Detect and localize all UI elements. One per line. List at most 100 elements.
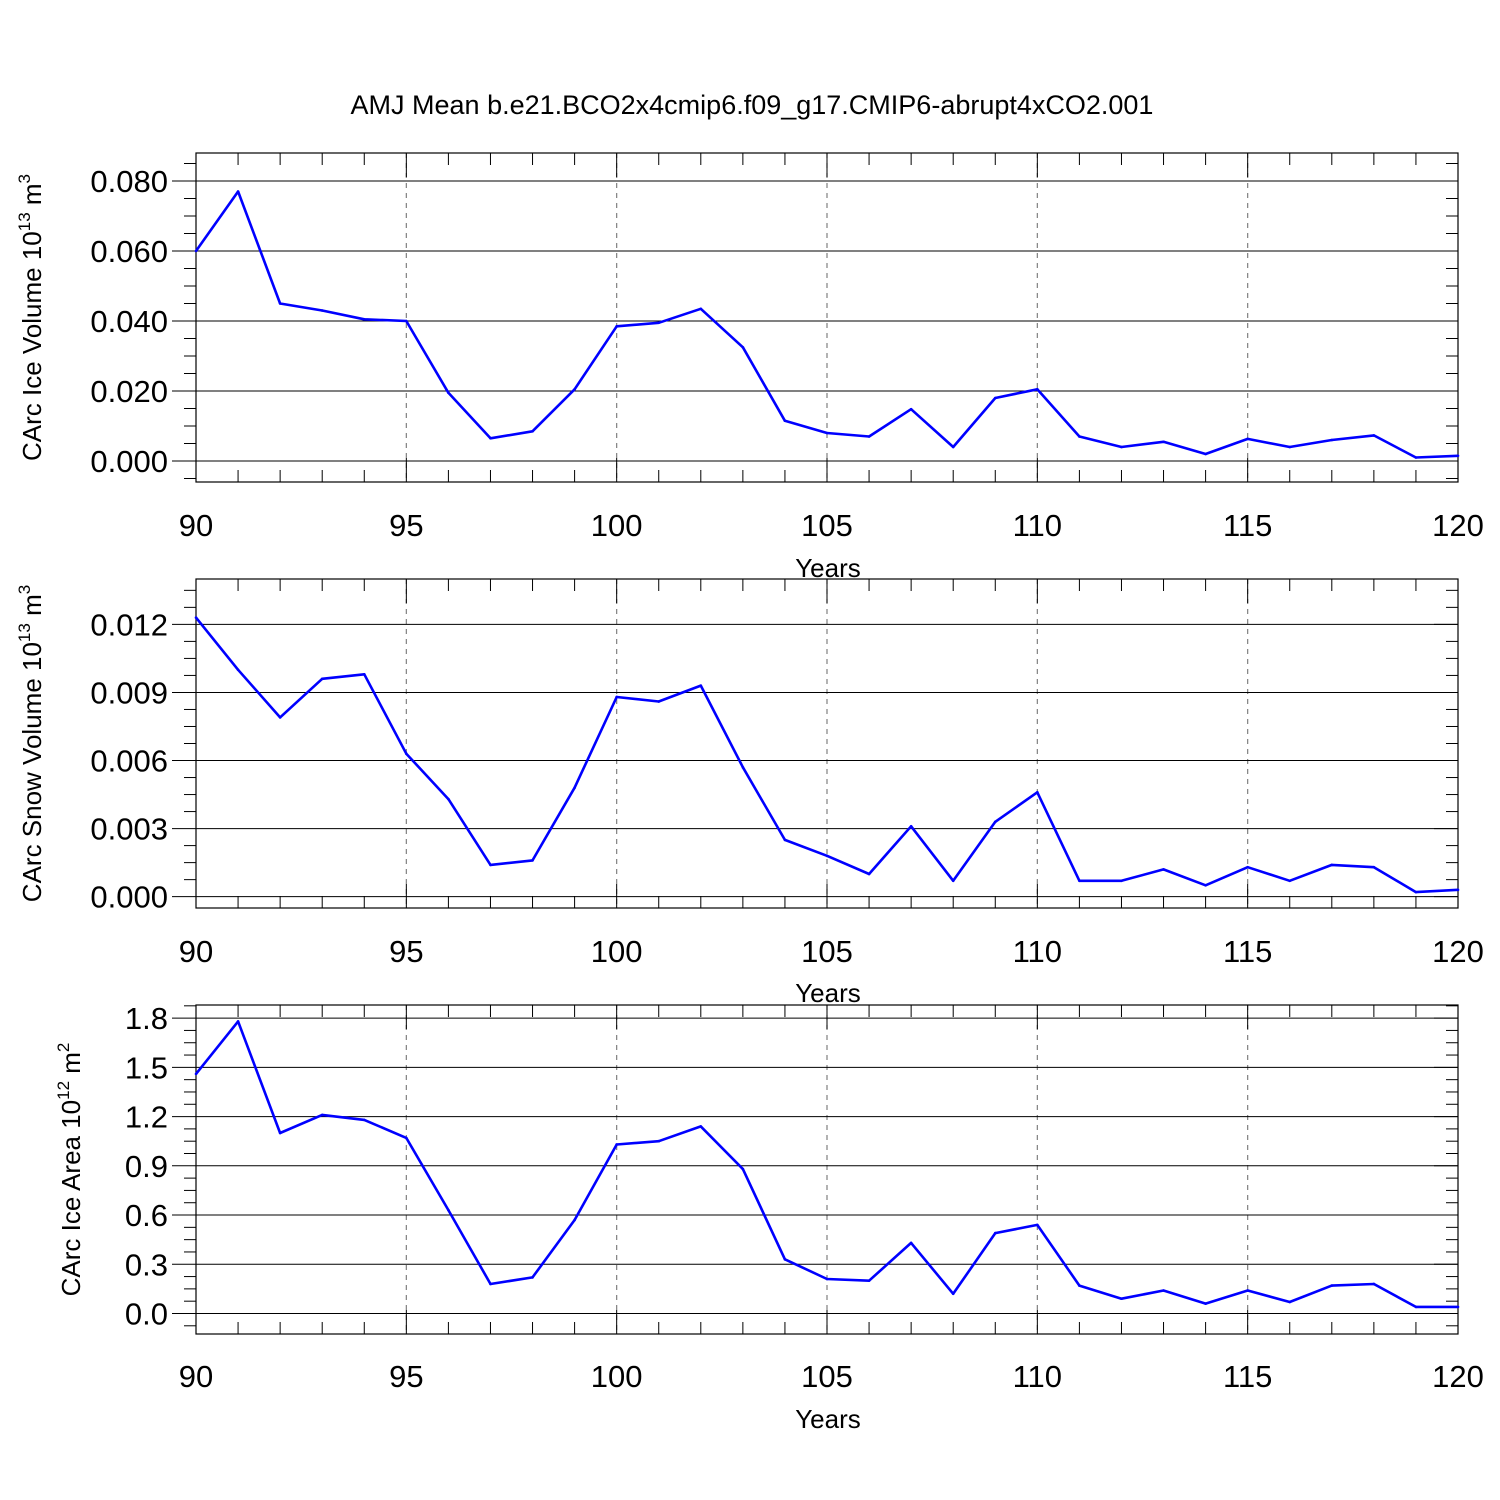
- data-point: [1120, 879, 1123, 883]
- data-point: [657, 1139, 661, 1143]
- y-tick-label: 1.2: [125, 1100, 168, 1135]
- data-point: [951, 879, 955, 883]
- data-point: [194, 249, 198, 253]
- data-point: [1120, 445, 1123, 449]
- data-point: [1372, 1282, 1376, 1286]
- data-point: [1330, 1284, 1334, 1287]
- y-axis-label: CArc Snow Volume 1013 m3: [15, 585, 47, 902]
- data-point: [1330, 438, 1334, 442]
- data-point: [867, 435, 871, 438]
- y-tick-label: 0.040: [90, 304, 168, 339]
- data-point: [531, 859, 534, 862]
- y-tick-label: 0.009: [90, 675, 168, 710]
- data-point: [615, 324, 618, 328]
- data-point: [615, 695, 618, 699]
- data-point: [1414, 1305, 1418, 1309]
- data-point: [909, 1241, 913, 1245]
- x-axis-label: Years: [795, 1404, 861, 1434]
- data-point: [405, 319, 408, 323]
- data-point: [1078, 435, 1081, 438]
- data-point: [489, 863, 492, 867]
- data-point: [320, 309, 324, 312]
- x-tick-label: 120: [1432, 934, 1484, 969]
- y-tick-label: 0.060: [90, 234, 168, 269]
- data-point: [1120, 1297, 1123, 1301]
- panel-2: 0.000 0.003 0.006 0.009 0.012 90 95 100 105 110 11…: [15, 578, 1484, 1008]
- data-point: [362, 317, 366, 321]
- y-tick-label: 0.000: [90, 880, 168, 915]
- y-axis-label: CArc Ice Volume 1013 m3: [15, 174, 47, 461]
- data-point: [1246, 437, 1249, 441]
- data-point: [699, 684, 703, 687]
- data-point: [1204, 1302, 1207, 1305]
- data-point: [1162, 440, 1165, 444]
- x-tick-label: 110: [1013, 934, 1062, 969]
- x-tick-label: 105: [801, 508, 853, 543]
- data-point: [951, 1292, 955, 1296]
- data-point: [1246, 865, 1249, 869]
- data-point: [320, 677, 324, 681]
- data-point: [278, 716, 282, 719]
- data-point: [1204, 884, 1207, 887]
- data-point: [783, 419, 787, 423]
- x-tick-label: 120: [1432, 508, 1484, 543]
- y-tick-label: 0.000: [90, 444, 168, 479]
- data-point: [615, 1143, 618, 1146]
- x-axis-label: Years: [795, 978, 861, 1008]
- y-tick-label: 1.5: [125, 1050, 168, 1085]
- x-tick-label: 95: [389, 934, 423, 969]
- data-point: [657, 321, 661, 325]
- data-point: [741, 1167, 745, 1171]
- x-tick-label: 115: [1223, 508, 1272, 543]
- data-point: [1036, 387, 1039, 391]
- data-point: [741, 345, 745, 349]
- data-point: [236, 190, 240, 193]
- data-point: [867, 872, 871, 876]
- data-point: [573, 387, 576, 391]
- x-tick-label: 110: [1013, 1359, 1062, 1394]
- data-point: [1414, 890, 1418, 894]
- data-point: [405, 1136, 408, 1140]
- y-tick-label: 0.6: [125, 1198, 168, 1233]
- x-tick-label: 100: [591, 1359, 643, 1394]
- data-point: [1162, 1289, 1165, 1292]
- data-point: [362, 1118, 366, 1122]
- x-tick-label: 100: [591, 508, 643, 543]
- data-point: [362, 672, 366, 676]
- data-point: [573, 1218, 576, 1222]
- data-point: [531, 429, 534, 433]
- data-point: [1456, 454, 1460, 458]
- data-point: [825, 431, 829, 435]
- data-point: [447, 391, 450, 395]
- data-point: [1162, 868, 1165, 871]
- data-point: [1288, 1300, 1292, 1304]
- x-tick-label: 90: [179, 508, 213, 543]
- data-point: [1078, 879, 1081, 883]
- data-point: [405, 752, 408, 756]
- data-point: [825, 1277, 829, 1281]
- y-tick-label: 0.006: [90, 744, 168, 779]
- data-point: [699, 307, 703, 311]
- data-point: [489, 1282, 492, 1286]
- data-point: [194, 616, 198, 619]
- data-point: [909, 825, 913, 828]
- x-tick-label: 115: [1223, 934, 1272, 969]
- panels: 0.000 0.020 0.040 0.060 0.080 90 95 100 105 110 11…: [15, 152, 1484, 1434]
- data-point: [1036, 790, 1039, 794]
- data-point: [1288, 445, 1292, 449]
- data-point: [909, 407, 913, 411]
- data-point: [657, 700, 661, 703]
- data-point: [194, 1072, 198, 1076]
- data-point: [1414, 456, 1418, 459]
- data-point: [825, 854, 829, 858]
- y-tick-label: 0.020: [90, 374, 168, 409]
- y-tick-label: 0.003: [90, 812, 168, 847]
- data-point: [447, 797, 450, 801]
- data-point: [489, 436, 492, 440]
- data-point: [1078, 1284, 1081, 1287]
- data-point: [1456, 888, 1460, 892]
- x-tick-label: 105: [801, 934, 853, 969]
- data-point: [1372, 865, 1376, 869]
- data-point: [1288, 879, 1292, 883]
